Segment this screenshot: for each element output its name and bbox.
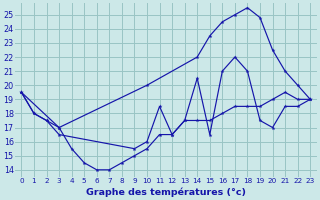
X-axis label: Graphe des températures (°c): Graphe des températures (°c) (86, 187, 246, 197)
